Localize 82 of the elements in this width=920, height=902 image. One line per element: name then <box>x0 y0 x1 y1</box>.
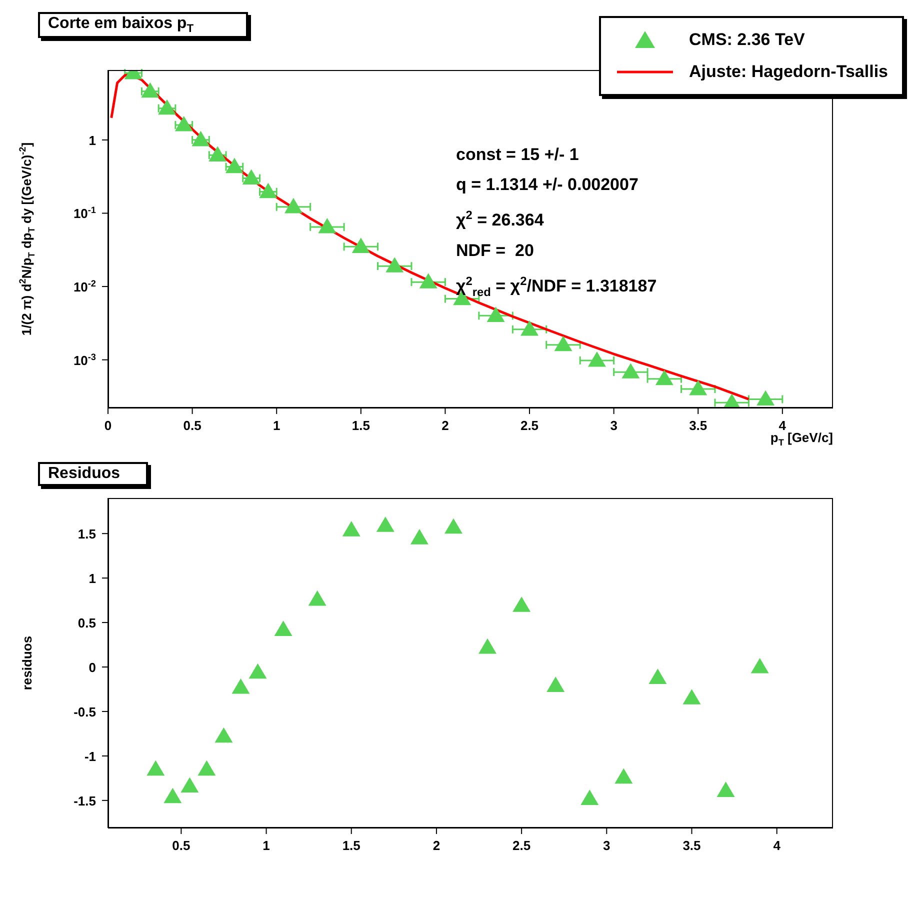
annotation: q = 1.1314 +/- 0.002007 <box>456 175 638 194</box>
legend-label: CMS: 2.36 TeV <box>689 30 805 49</box>
point <box>386 257 404 272</box>
point <box>180 777 199 792</box>
point <box>756 390 775 406</box>
point <box>622 363 640 378</box>
point <box>655 370 674 386</box>
point <box>588 351 606 367</box>
x-tick-label: 4 <box>773 838 782 853</box>
chart-title: Corte em baixos p$_{T}$ <box>48 15 194 36</box>
x-tick-label: 2.5 <box>512 838 531 853</box>
point <box>554 336 572 352</box>
point <box>174 116 193 132</box>
point <box>486 306 505 322</box>
x-tick-label: 1 <box>262 838 270 853</box>
y-tick-label: 0.5 <box>78 616 96 631</box>
x-tick-label: 3 <box>610 418 618 433</box>
point <box>512 596 531 612</box>
point <box>342 521 360 536</box>
point <box>141 82 160 98</box>
x-tick-label: 0 <box>104 418 112 433</box>
point <box>214 727 233 743</box>
point <box>198 760 216 776</box>
point <box>318 218 336 234</box>
point <box>546 676 565 692</box>
point <box>164 788 182 804</box>
legend-label: Ajuste: Hagedorn-Tsallis <box>689 62 888 81</box>
point <box>284 198 302 214</box>
point <box>750 658 769 674</box>
y-tick-label: 1.5 <box>78 526 96 542</box>
point <box>716 782 735 797</box>
point <box>146 760 165 776</box>
point <box>232 678 250 694</box>
x-tick-label: 3.5 <box>689 418 708 433</box>
point <box>225 158 244 174</box>
x-tick-label: 2 <box>432 838 440 853</box>
y-axis-title: residuos <box>20 636 34 690</box>
x-tick-label: 2.5 <box>520 418 539 433</box>
point <box>248 663 267 679</box>
point <box>376 516 394 532</box>
point <box>682 689 701 704</box>
point <box>308 590 326 606</box>
point <box>520 320 539 336</box>
point <box>274 620 292 636</box>
annotation: const = 15 +/- 1 <box>456 145 579 164</box>
annotation: NDF = 20 <box>456 240 534 260</box>
chart-title: Residuos <box>48 465 120 482</box>
y-tick-label: -0.5 <box>74 704 96 720</box>
point <box>419 273 438 288</box>
point <box>352 238 370 253</box>
y-tick-label: 1 <box>88 132 96 148</box>
point <box>580 790 599 805</box>
x-tick-label: 3 <box>603 838 610 853</box>
annotation: χ$^{2}$ = 26.364 <box>456 208 544 230</box>
point <box>192 130 210 146</box>
point <box>208 146 227 162</box>
y-tick-label: 10$^{-1}$ <box>73 205 96 222</box>
x-tick-label: 0.5 <box>183 418 202 433</box>
x-tick-label: 1.5 <box>352 418 370 433</box>
x-tick-label: 4 <box>778 418 787 433</box>
y-tick-label: 1 <box>88 571 96 586</box>
x-tick-label: 2 <box>442 418 449 433</box>
point <box>158 99 176 115</box>
point <box>689 380 708 396</box>
annotation: χ$^{2}$$_{red}$ = χ$^{2}$/NDF = 1.318187 <box>456 274 657 299</box>
y-tick-label: -1.5 <box>74 793 96 808</box>
y-tick-label: 0 <box>88 660 96 676</box>
y-tick-label: -1 <box>84 748 96 764</box>
x-tick-label: 1 <box>272 418 280 433</box>
y-tick-label: 10$^{-2}$ <box>73 278 96 295</box>
x-tick-label: 0.5 <box>172 838 190 853</box>
point <box>478 638 497 654</box>
point <box>614 768 633 784</box>
x-axis-title: p$_{T}$ [GeV/c] <box>770 430 833 448</box>
x-tick-label: 1.5 <box>342 838 360 853</box>
point <box>410 529 428 544</box>
x-tick-label: 3.5 <box>682 838 701 853</box>
point <box>242 169 260 185</box>
point <box>648 668 667 684</box>
point <box>444 518 462 534</box>
point <box>259 182 278 198</box>
y-tick-label: 10$^{-3}$ <box>73 352 96 368</box>
